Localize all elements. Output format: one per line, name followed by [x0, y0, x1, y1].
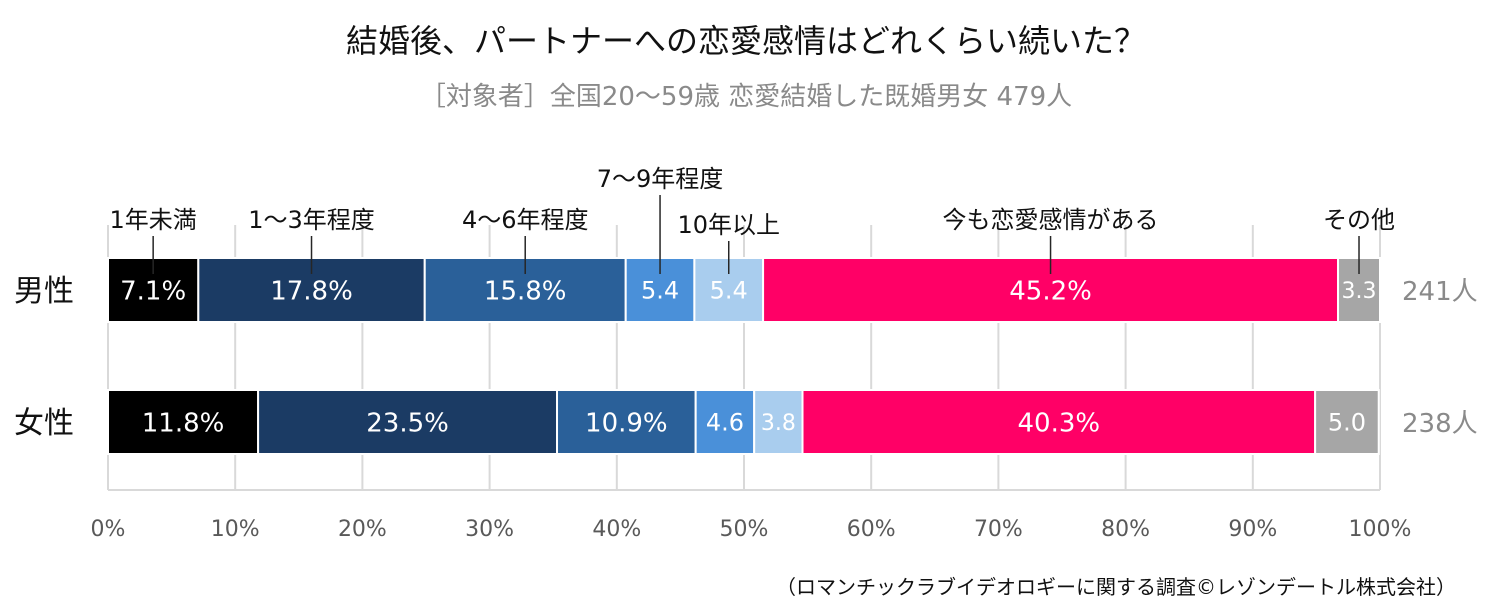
- x-tick-label: 50%: [720, 517, 769, 542]
- x-tick-label: 30%: [465, 517, 514, 542]
- x-tick-label: 0%: [91, 517, 126, 542]
- series-name-label: その他: [1323, 206, 1395, 234]
- data-label: 11.8%: [142, 408, 225, 438]
- x-tick-label: 20%: [338, 517, 387, 542]
- data-label: 5.4: [641, 277, 679, 305]
- series-name-label: 7～9年程度: [597, 165, 724, 193]
- x-tick-label: 70%: [974, 517, 1023, 542]
- source-note: （ロマンチックラブイデオロギーに関する調査©レゾンデートル株式会社）: [776, 575, 1456, 599]
- bar-segment: [753, 389, 804, 455]
- data-label: 45.2%: [1009, 276, 1092, 306]
- category-count: 238人: [1402, 409, 1478, 439]
- series-name-label: 10年以上: [677, 211, 780, 239]
- chart-subtitle: ［対象者］全国20～59歳 恋愛結婚した既婚男女 479人: [420, 82, 1072, 112]
- category-count: 241人: [1402, 277, 1478, 307]
- x-tick-label: 60%: [847, 517, 896, 542]
- data-label: 3.8: [761, 411, 796, 436]
- category-label: 男性: [14, 274, 74, 309]
- data-label: 5.4: [710, 277, 748, 305]
- data-label: 15.8%: [484, 276, 567, 306]
- data-label: 40.3%: [1018, 408, 1101, 438]
- data-label: 17.8%: [270, 276, 353, 306]
- bar-segment: [1314, 389, 1380, 455]
- x-tick-label: 40%: [592, 517, 641, 542]
- series-name-label: 今も恋愛感情がある: [943, 206, 1159, 234]
- series-name-label: 1～3年程度: [248, 206, 375, 234]
- data-label: 5.0: [1328, 409, 1366, 437]
- bar-segment: [257, 389, 559, 455]
- series-name-label: 1年未満: [110, 206, 197, 234]
- series-callouts: 1年未満 1～3年程度 4～6年程度 7～9年程度 10年以上 今も恋愛感情がある その他: [110, 165, 1395, 274]
- x-tick-label: 90%: [1228, 517, 1277, 542]
- bar-segment: [694, 389, 756, 455]
- data-label: 7.1%: [120, 276, 186, 306]
- bar-segment: [801, 389, 1317, 455]
- chart-title: 結婚後、パートナーへの恋愛感情はどれくらい続いた？: [346, 22, 1146, 60]
- data-label: 10.9%: [585, 408, 668, 438]
- x-tick-label: 10%: [211, 517, 260, 542]
- category-label: 女性: [14, 406, 74, 441]
- series-name-label: 4～6年程度: [462, 206, 589, 234]
- bar-segment: [556, 389, 697, 455]
- data-label: 4.6: [706, 409, 744, 437]
- x-tick-label: 100%: [1349, 517, 1412, 542]
- data-label: 3.3: [1342, 279, 1377, 304]
- x-tick-label: 80%: [1101, 517, 1150, 542]
- x-axis: 0% 10% 20% 30% 40% 50% 60% 70% 80% 90% 100%: [91, 489, 1412, 542]
- data-label: 23.5%: [366, 408, 449, 438]
